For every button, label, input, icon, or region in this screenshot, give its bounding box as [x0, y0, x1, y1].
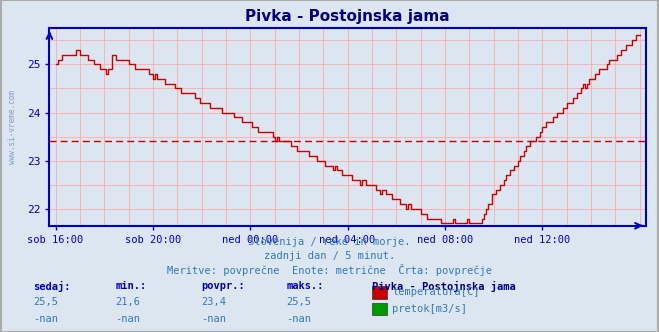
- Text: 25,5: 25,5: [33, 297, 58, 307]
- Text: pretok[m3/s]: pretok[m3/s]: [392, 304, 467, 314]
- Text: Meritve: povprečne  Enote: metrične  Črta: povprečje: Meritve: povprečne Enote: metrične Črta:…: [167, 264, 492, 276]
- Text: -nan: -nan: [201, 314, 226, 324]
- Text: 21,6: 21,6: [115, 297, 140, 307]
- Text: Pivka - Postojnska jama: Pivka - Postojnska jama: [372, 281, 516, 291]
- Text: -nan: -nan: [287, 314, 312, 324]
- Text: Slovenija / reke in morje.: Slovenija / reke in morje.: [248, 237, 411, 247]
- Text: min.:: min.:: [115, 281, 146, 290]
- Text: -nan: -nan: [115, 314, 140, 324]
- Text: 25,5: 25,5: [287, 297, 312, 307]
- Text: -nan: -nan: [33, 314, 58, 324]
- Text: povpr.:: povpr.:: [201, 281, 244, 290]
- Text: sedaj:: sedaj:: [33, 281, 71, 291]
- Text: www.si-vreme.com: www.si-vreme.com: [8, 90, 16, 164]
- Text: 23,4: 23,4: [201, 297, 226, 307]
- Text: temperatura[C]: temperatura[C]: [392, 288, 480, 297]
- Text: zadnji dan / 5 minut.: zadnji dan / 5 minut.: [264, 251, 395, 261]
- Text: maks.:: maks.:: [287, 281, 324, 290]
- Title: Pivka - Postojnska jama: Pivka - Postojnska jama: [245, 9, 450, 24]
